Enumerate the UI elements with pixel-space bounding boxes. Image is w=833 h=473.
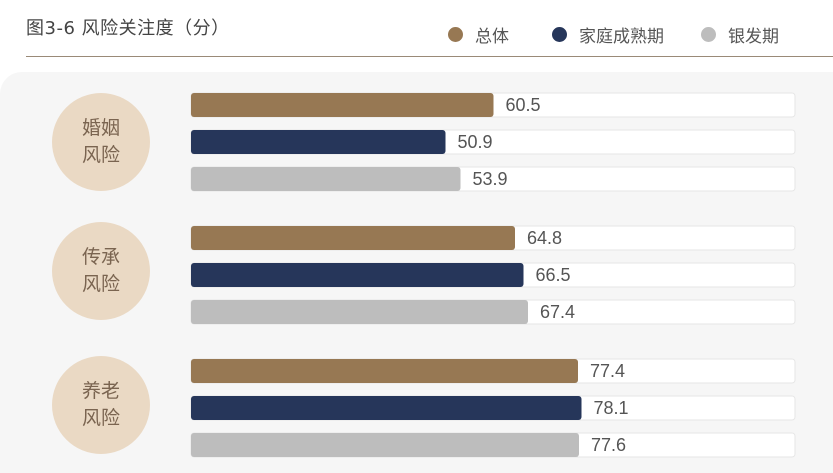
bar-family-mature-2	[191, 396, 582, 420]
data-label-family-mature-0: 50.9	[458, 132, 493, 152]
category-label-inheritance-risk: 传承风险	[52, 222, 150, 320]
bar-overall-1	[191, 226, 515, 250]
data-label-family-mature-2: 78.1	[594, 398, 629, 418]
bar-silver-2	[191, 433, 579, 457]
legend: 总体 家庭成熟期 银发期	[0, 22, 833, 47]
data-label-family-mature-1: 66.5	[536, 265, 571, 285]
bar-family-mature-1	[191, 263, 524, 287]
chart-title: 图3-6 风险关注度（分）	[26, 18, 230, 39]
bar-overall-0	[191, 93, 494, 117]
bar-overall-2	[191, 359, 578, 383]
bar-family-mature-0	[191, 130, 446, 154]
legend-item-silver: 银发期	[701, 22, 779, 47]
legend-swatch-family-mature	[552, 27, 567, 42]
category-label-marriage-risk: 婚姻风险	[52, 93, 150, 191]
legend-swatch-overall	[448, 27, 463, 42]
bar-silver-1	[191, 300, 528, 324]
category-label-retirement-risk: 养老风险	[52, 356, 150, 454]
data-label-overall-1: 64.8	[527, 228, 562, 248]
legend-swatch-silver	[701, 27, 716, 42]
legend-label-silver: 银发期	[728, 27, 779, 47]
data-label-overall-2: 77.4	[590, 361, 625, 381]
legend-label-family-mature: 家庭成熟期	[579, 27, 664, 47]
data-label-silver-2: 77.6	[591, 435, 626, 455]
category-label-text: 传承风险	[81, 246, 120, 295]
title-divider	[26, 56, 833, 57]
data-label-silver-0: 53.9	[473, 169, 508, 189]
category-label-text: 婚姻风险	[81, 117, 120, 166]
bar-silver-0	[191, 167, 461, 191]
legend-item-overall: 总体	[448, 22, 509, 47]
data-label-silver-1: 67.4	[540, 302, 575, 322]
legend-item-family-mature: 家庭成熟期	[552, 22, 664, 47]
category-label-text: 养老风险	[81, 380, 120, 429]
data-label-overall-0: 60.5	[506, 95, 541, 115]
legend-label-overall: 总体	[475, 27, 509, 47]
